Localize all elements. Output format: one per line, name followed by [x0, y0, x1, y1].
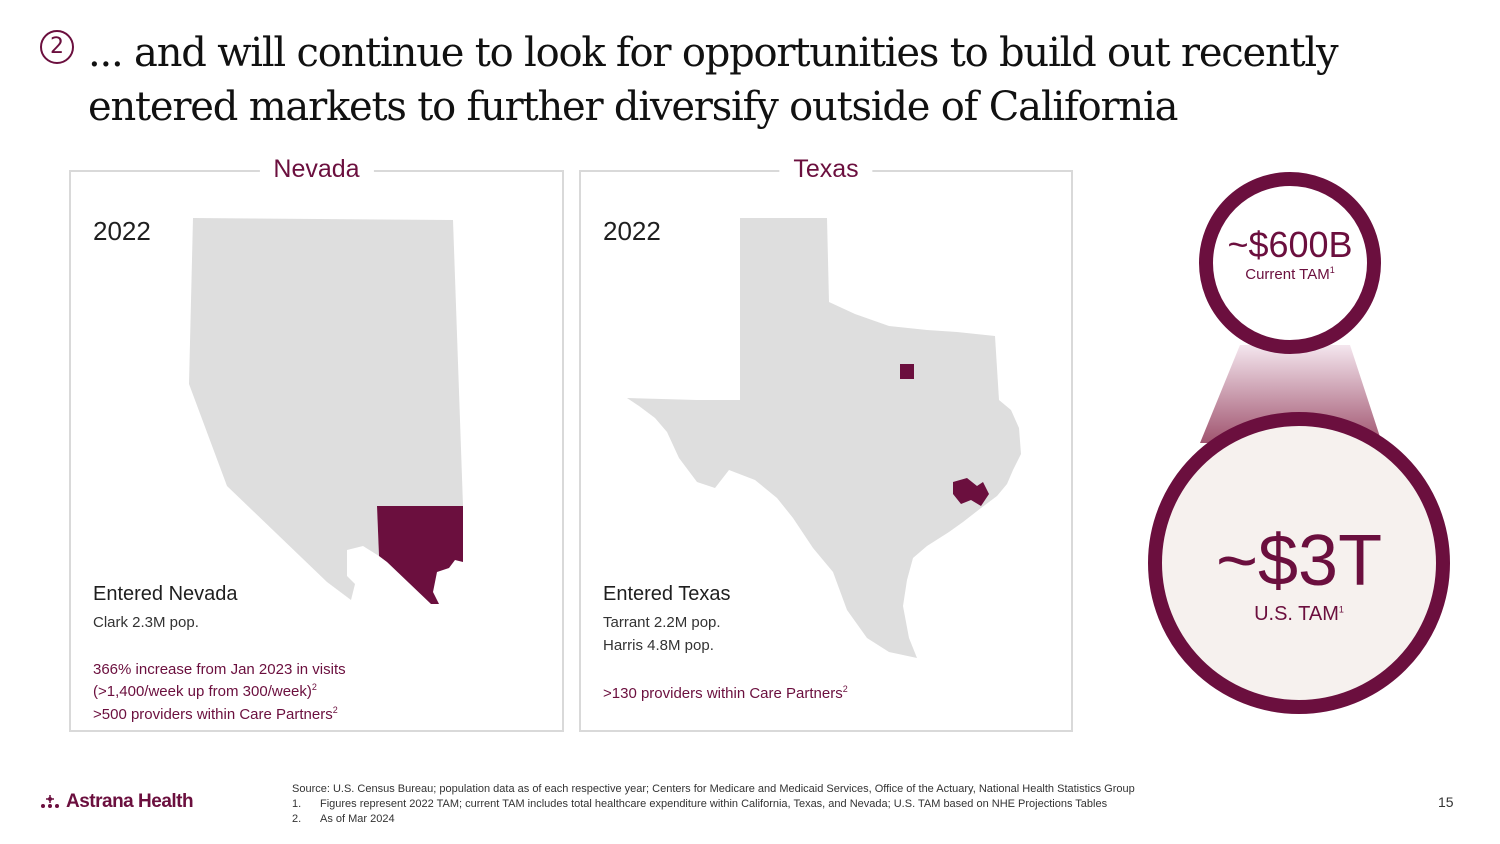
tarrant-county-shape	[900, 364, 914, 379]
step-number-icon: 2	[40, 30, 74, 64]
visits-stat-line-1: 366% increase from Jan 2023 in visits	[93, 661, 346, 678]
harris-population: Harris 4.8M pop.	[603, 637, 714, 654]
clark-population: Clark 2.3M pop.	[93, 614, 199, 631]
current-tam-label: Current TAM1	[1245, 265, 1335, 284]
title-line-1: ... and will continue to look for opport…	[88, 30, 1339, 76]
clark-county-shape	[377, 506, 463, 604]
current-tam-text: ~$600B Current TAM1	[1178, 224, 1402, 284]
us-tam-value: ~$3T	[1215, 521, 1383, 601]
current-tam-circle	[1199, 172, 1381, 354]
texas-providers-stat: >130 providers within Care Partners2	[603, 684, 848, 703]
title-line-2: entered markets to further diversify out…	[88, 84, 1178, 130]
nevada-providers-stat: >500 providers within Care Partners2	[93, 705, 338, 724]
us-tam-circle	[1148, 412, 1450, 714]
texas-map	[627, 218, 1021, 658]
tarrant-population: Tarrant 2.2M pop.	[603, 614, 721, 631]
nevada-panel: Nevada 2022 Entered Nevada Clark 2.3M po…	[69, 154, 564, 732]
nevada-entered-label: Entered Nevada	[93, 583, 238, 605]
us-tam-label: U.S. TAM1	[1254, 603, 1344, 625]
astrana-logo: Astrana Health	[40, 791, 194, 813]
nevada-map	[189, 218, 463, 604]
us-tam-text: ~$3T U.S. TAM1	[1140, 520, 1458, 626]
nevada-state-shape	[189, 218, 463, 600]
texas-state-shape	[627, 218, 1021, 658]
harris-county-shape	[953, 478, 989, 506]
texas-entered-label: Entered Texas	[603, 583, 731, 605]
footnote-1: 1. Figures represent 2022 TAM; current TA…	[292, 798, 1108, 810]
nevada-visits-stat: 366% increase from Jan 2023 in visits (>…	[93, 659, 346, 703]
slide-title: ... and will continue to look for opport…	[88, 26, 1468, 134]
nevada-year: 2022	[93, 216, 151, 246]
source-note: Source: U.S. Census Bureau; population d…	[292, 783, 1135, 795]
page-number: 15	[1438, 794, 1454, 810]
current-tam-value: ~$600B	[1227, 224, 1353, 265]
footnote-2: 2. As of Mar 2024	[292, 813, 395, 825]
nevada-heading: Nevada	[259, 154, 374, 184]
logo-text: Astrana Health	[66, 791, 194, 812]
texas-panel: Texas 2022 Entered Texas Tarrant 2.2M po…	[579, 154, 1073, 732]
footnotes: Source: U.S. Census Bureau; population d…	[292, 782, 1292, 827]
texas-year: 2022	[603, 216, 661, 246]
visits-stat-line-2: (>1,400/week up from 300/week)2	[93, 682, 317, 701]
tam-circles-graphic	[1148, 172, 1450, 714]
astrana-logo-icon	[41, 795, 59, 808]
texas-heading: Texas	[779, 154, 873, 184]
